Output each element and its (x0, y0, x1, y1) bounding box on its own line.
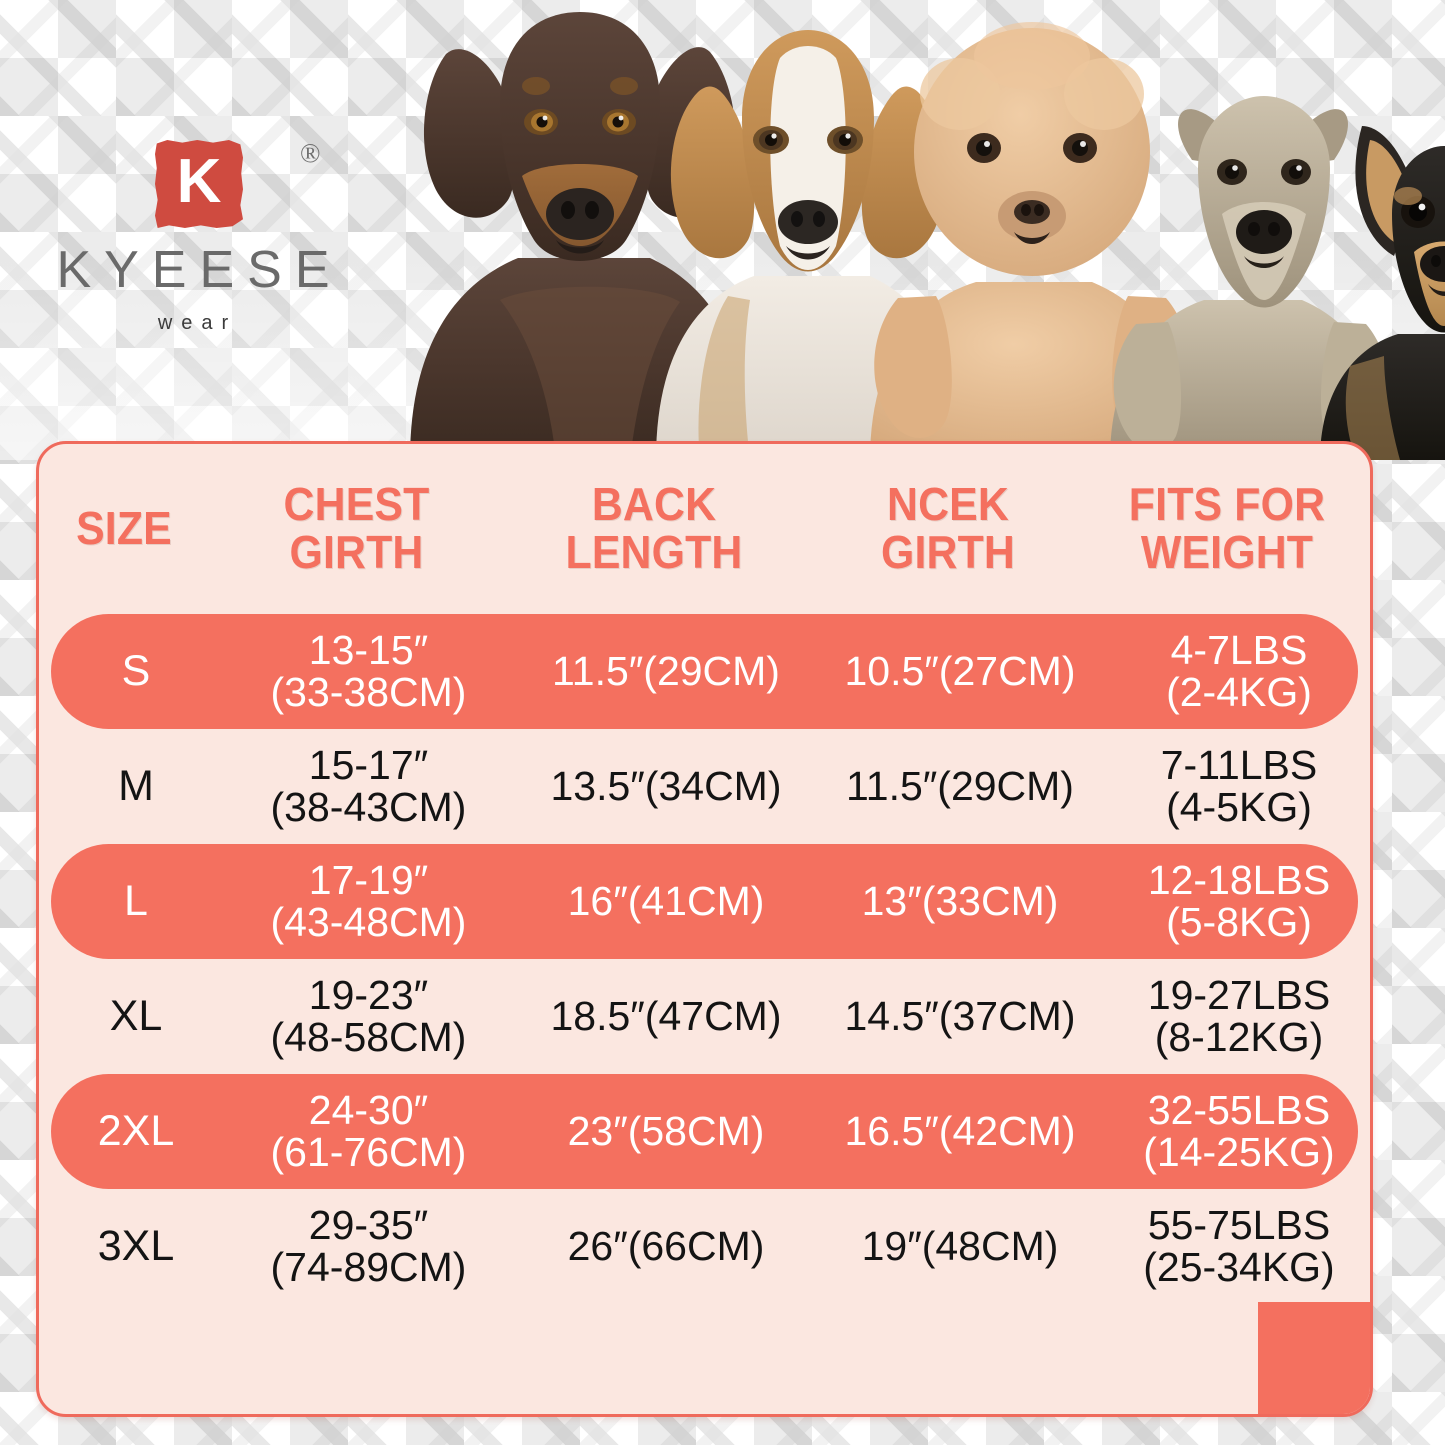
size-chart-rows: S 13-15″ (33-38CM) 11.5″(29CM) 10.5″(27CM) 4… (39, 614, 1370, 1304)
dog-chihuahua (1320, 126, 1445, 460)
neck-girth-cell: 19″(48CM) (861, 1222, 1059, 1269)
chest-girth-cell: 24-30″ (61-76CM) (270, 1086, 467, 1175)
neck-girth-cell: 13″(33CM) (861, 877, 1059, 924)
size-cell: L (124, 876, 148, 925)
brand-logo: K ® KYEESE wear (18, 132, 368, 352)
back-length-cell: 16″(41CM) (567, 877, 765, 924)
table-row: XL 19-23″ (48-58CM) 18.5″(47CM) 14.5″(37CM)… (51, 959, 1358, 1074)
size-cell: XL (109, 991, 163, 1040)
neck-girth-cell: 14.5″(37CM) (844, 992, 1076, 1039)
logo-mark-icon: K (155, 140, 243, 228)
column-header-chest-girth: CHEST GIRTH (283, 478, 430, 578)
registered-trademark-icon: ® (300, 138, 321, 168)
card-corner-bleed (1258, 1302, 1370, 1414)
chest-girth-cell: 17-19″ (43-48CM) (270, 856, 467, 945)
chest-girth-cell: 15-17″ (38-43CM) (270, 741, 467, 830)
size-cell: M (118, 761, 154, 810)
neck-girth-cell: 16.5″(42CM) (844, 1107, 1076, 1154)
back-length-cell: 18.5″(47CM) (550, 992, 782, 1039)
fits-for-weight-cell: 19-27LBS (8-12KG) (1147, 971, 1331, 1060)
neck-girth-cell: 11.5″(29CM) (846, 762, 1074, 809)
column-header-fits-for-weight: FITS FOR WEIGHT (1128, 478, 1326, 578)
fits-for-weight-cell: 4-7LBS (2-4KG) (1166, 626, 1312, 715)
table-row: S 13-15″ (33-38CM) 11.5″(29CM) 10.5″(27CM) 4… (51, 614, 1358, 729)
table-row: 2XL 24-30″ (61-76CM) 23″(58CM) 16.5″(42CM) 3… (51, 1074, 1358, 1189)
brand-tagline: wear (157, 312, 238, 334)
dog-illustration-group (410, 12, 1445, 460)
size-cell: S (121, 646, 151, 695)
fits-for-weight-cell: 12-18LBS (5-8KG) (1147, 856, 1331, 945)
back-length-cell: 23″(58CM) (567, 1107, 765, 1154)
brand-name: KYEESE (56, 241, 343, 299)
column-header-neck-girth: NCEK GIRTH (880, 478, 1016, 578)
table-row: M 15-17″ (38-43CM) 13.5″(34CM) 11.5″(29CM) 7… (51, 729, 1358, 844)
chest-girth-cell: 13-15″ (33-38CM) (270, 626, 467, 715)
chest-girth-cell: 19-23″ (48-58CM) (270, 971, 467, 1060)
back-length-cell: 26″(66CM) (567, 1222, 765, 1269)
table-row: L 17-19″ (43-48CM) 16″(41CM) 13″(33CM) 12-18… (51, 844, 1358, 959)
size-chart-header-row: SIZE CHEST GIRTH BACK LENGTH NCEK GIRTH … (39, 444, 1370, 614)
dog-schnauzer (1110, 96, 1390, 460)
logo-mark-letter: K (176, 147, 222, 216)
neck-girth-cell: 10.5″(27CM) (844, 647, 1076, 694)
size-chart-card: SIZE CHEST GIRTH BACK LENGTH NCEK GIRTH … (36, 441, 1373, 1417)
chest-girth-cell: 29-35″ (74-89CM) (270, 1201, 467, 1290)
size-cell: 2XL (97, 1106, 175, 1155)
back-length-cell: 13.5″(34CM) (550, 762, 782, 809)
fits-for-weight-cell: 32-55LBS (14-25KG) (1143, 1086, 1335, 1175)
hero-dog-photo (350, 0, 1445, 460)
back-length-cell: 11.5″(29CM) (552, 647, 780, 694)
table-row: 3XL 29-35″ (74-89CM) 26″(66CM) 19″(48CM) 55-… (51, 1189, 1358, 1304)
column-header-back-length: BACK LENGTH (565, 478, 743, 578)
fits-for-weight-cell: 55-75LBS (25-34KG) (1143, 1201, 1335, 1290)
fits-for-weight-cell: 7-11LBS (4-5KG) (1160, 741, 1318, 830)
column-header-size: SIZE (76, 502, 172, 555)
size-cell: 3XL (97, 1221, 175, 1270)
